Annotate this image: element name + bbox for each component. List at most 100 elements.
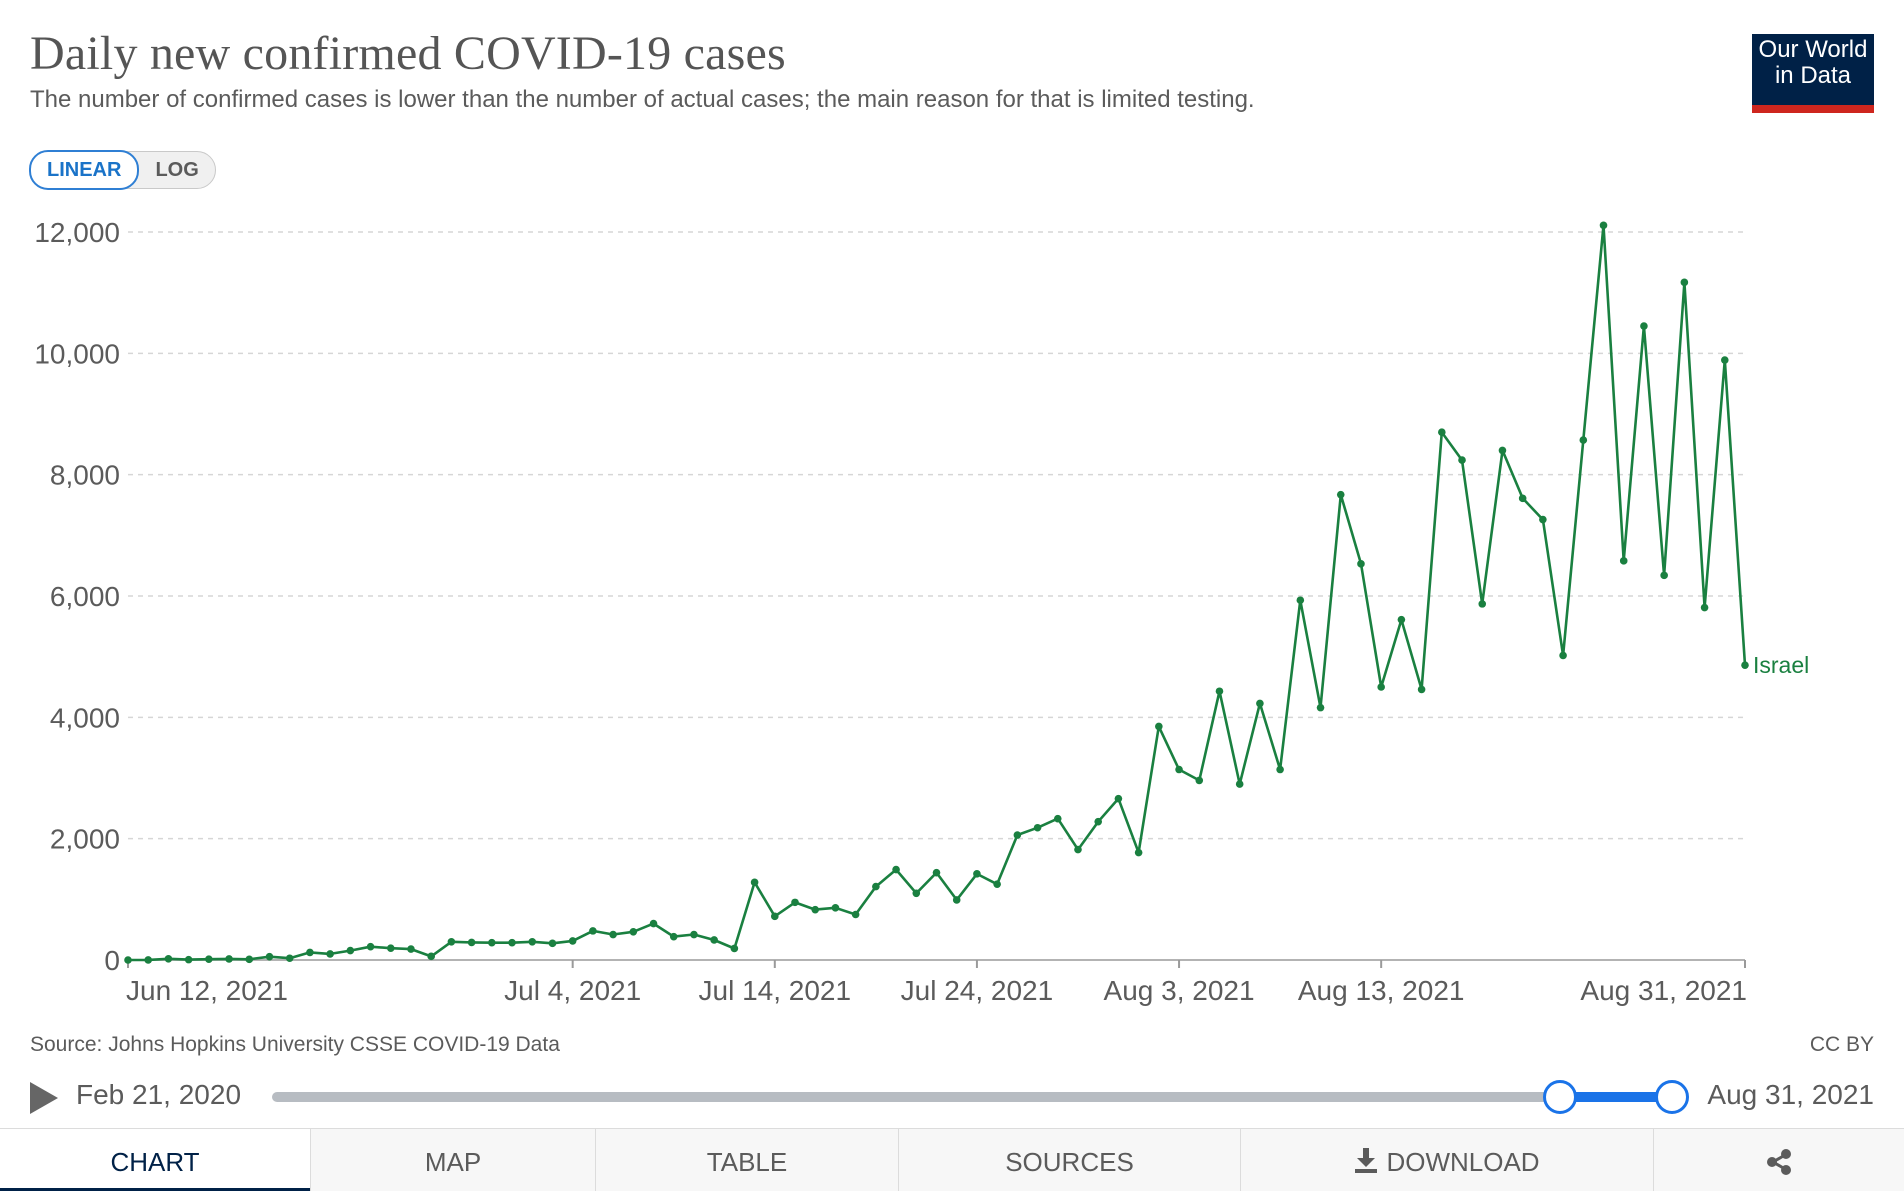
timeline-track[interactable] <box>272 1092 1672 1102</box>
data-point[interactable] <box>124 956 132 964</box>
data-point[interactable] <box>1559 651 1567 660</box>
data-point[interactable] <box>831 904 840 912</box>
data-point[interactable] <box>1094 817 1102 826</box>
data-point[interactable] <box>1438 428 1446 437</box>
data-point[interactable] <box>427 952 435 961</box>
data-point[interactable] <box>710 936 718 944</box>
data-point[interactable] <box>1660 571 1668 580</box>
tab-map[interactable]: MAP <box>310 1129 595 1191</box>
data-point[interactable] <box>366 942 375 951</box>
data-point[interactable] <box>1417 685 1426 694</box>
data-point[interactable] <box>1680 278 1689 287</box>
data-point[interactable] <box>1619 557 1628 565</box>
data-point[interactable] <box>1175 765 1183 774</box>
data-point[interactable] <box>993 880 1001 888</box>
data-point[interactable] <box>245 955 254 964</box>
data-point[interactable] <box>1195 776 1204 785</box>
data-point[interactable] <box>528 938 537 946</box>
data-point[interactable] <box>508 938 516 947</box>
play-icon[interactable] <box>30 1082 58 1114</box>
timeline-start-handle[interactable] <box>1543 1080 1577 1114</box>
linear-scale-button[interactable]: LINEAR <box>29 150 140 190</box>
tab-chart[interactable]: CHART <box>0 1129 310 1191</box>
data-point[interactable] <box>1579 436 1588 444</box>
data-point[interactable] <box>1114 794 1123 803</box>
data-point[interactable] <box>467 938 476 947</box>
data-point[interactable] <box>649 919 658 928</box>
data-point[interactable] <box>791 898 799 907</box>
tab-download[interactable]: DOWNLOAD <box>1240 1129 1653 1191</box>
data-point[interactable] <box>205 955 213 964</box>
data-point[interactable] <box>892 865 900 874</box>
data-point[interactable] <box>1518 494 1527 503</box>
data-point[interactable] <box>1640 322 1648 330</box>
data-point[interactable] <box>851 910 860 919</box>
data-point[interactable] <box>1458 456 1466 464</box>
data-point[interactable] <box>750 878 759 887</box>
timeline-selected-range[interactable] <box>1560 1092 1672 1102</box>
data-point[interactable] <box>1316 703 1325 712</box>
data-point[interactable] <box>1013 831 1022 839</box>
data-point[interactable] <box>1276 765 1284 774</box>
data-point[interactable] <box>1539 515 1547 524</box>
data-point[interactable] <box>1599 221 1608 230</box>
tab-sources[interactable]: SOURCES <box>898 1129 1240 1191</box>
data-point[interactable] <box>407 945 415 953</box>
tab-share[interactable] <box>1653 1129 1904 1191</box>
data-point[interactable] <box>1155 722 1163 731</box>
data-point[interactable] <box>326 950 334 958</box>
data-point[interactable] <box>346 946 355 955</box>
owid-logo[interactable]: Our World in Data <box>1752 34 1874 113</box>
data-point[interactable] <box>872 882 880 891</box>
data-point[interactable] <box>1134 848 1143 857</box>
data-point[interactable] <box>1053 814 1062 823</box>
data-point[interactable] <box>1215 687 1224 696</box>
download-icon <box>1355 1148 1378 1173</box>
data-point[interactable] <box>1235 780 1244 788</box>
license-label[interactable]: CC BY <box>1809 1033 1874 1056</box>
tab-table[interactable]: TABLE <box>595 1129 898 1191</box>
source-note[interactable]: Source: Johns Hopkins University CSSE CO… <box>30 1033 560 1056</box>
data-point[interactable] <box>1478 600 1487 608</box>
data-point[interactable] <box>306 948 314 957</box>
data-point[interactable] <box>1397 615 1406 624</box>
data-point[interactable] <box>568 937 577 945</box>
data-point[interactable] <box>1377 683 1385 691</box>
data-point[interactable] <box>1033 823 1042 832</box>
data-point[interactable] <box>730 944 739 953</box>
data-point[interactable] <box>488 938 496 947</box>
data-point[interactable] <box>386 944 395 952</box>
data-point[interactable] <box>952 896 961 904</box>
data-point[interactable] <box>1256 699 1264 708</box>
data-point[interactable] <box>609 930 617 939</box>
data-point[interactable] <box>1498 446 1507 455</box>
data-point[interactable] <box>265 952 274 961</box>
data-point[interactable] <box>589 927 597 935</box>
logo-line-1: Our World <box>1758 36 1868 63</box>
data-point[interactable] <box>164 954 173 963</box>
data-point[interactable] <box>912 889 921 898</box>
data-point[interactable] <box>1720 356 1729 364</box>
data-point[interactable] <box>1357 560 1365 568</box>
data-point[interactable] <box>285 954 294 963</box>
log-scale-button[interactable]: LOG <box>155 159 199 181</box>
data-point[interactable] <box>932 868 941 877</box>
data-point[interactable] <box>811 905 820 914</box>
data-point[interactable] <box>225 955 233 963</box>
data-point[interactable] <box>144 956 153 964</box>
data-point[interactable] <box>184 955 193 964</box>
data-point[interactable] <box>629 927 638 936</box>
data-point[interactable] <box>771 912 779 921</box>
data-point[interactable] <box>1741 661 1749 669</box>
data-point[interactable] <box>1700 603 1709 612</box>
chart-title: Daily new confirmed COVID-19 cases <box>30 27 786 80</box>
data-point[interactable] <box>1296 596 1305 605</box>
data-point[interactable] <box>1336 490 1345 499</box>
data-point[interactable] <box>548 939 557 948</box>
data-point[interactable] <box>973 870 981 878</box>
data-point[interactable] <box>669 932 678 941</box>
timeline-end-handle[interactable] <box>1655 1080 1689 1114</box>
data-point[interactable] <box>447 938 456 946</box>
data-point[interactable] <box>690 930 698 939</box>
data-point[interactable] <box>1074 845 1082 854</box>
